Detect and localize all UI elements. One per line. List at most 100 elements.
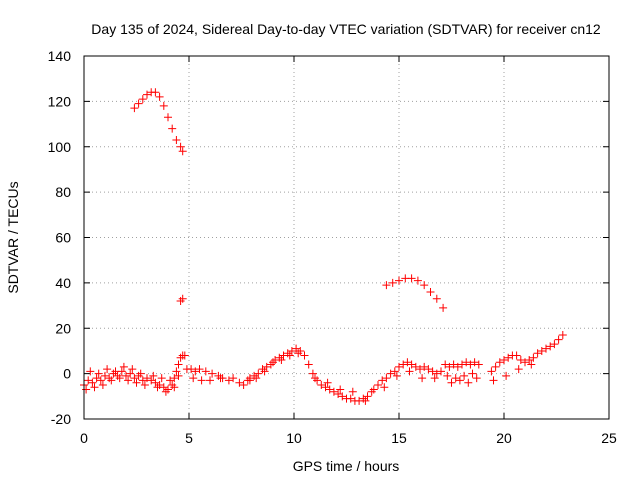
y-tick-label: 0 bbox=[63, 366, 71, 382]
data-point bbox=[128, 365, 137, 374]
x-tick-label: 5 bbox=[185, 430, 193, 446]
data-point bbox=[311, 374, 319, 383]
data-point bbox=[132, 378, 141, 387]
data-point bbox=[115, 374, 124, 383]
data-point bbox=[447, 378, 456, 387]
data-point bbox=[380, 383, 389, 392]
data-point bbox=[407, 274, 416, 283]
data-point bbox=[308, 369, 317, 378]
data-point bbox=[441, 360, 450, 369]
data-point bbox=[88, 378, 97, 387]
data-point bbox=[382, 281, 391, 290]
x-tick-label: 15 bbox=[391, 430, 407, 446]
data-point bbox=[266, 360, 275, 369]
data-point bbox=[82, 385, 91, 394]
data-point bbox=[413, 276, 422, 285]
data-point bbox=[103, 365, 112, 374]
data-point bbox=[550, 340, 559, 349]
data-point bbox=[369, 385, 378, 394]
data-point bbox=[176, 142, 185, 151]
data-point bbox=[346, 394, 355, 403]
data-point bbox=[348, 387, 357, 396]
data-point bbox=[439, 303, 448, 312]
data-point bbox=[134, 99, 143, 108]
data-point bbox=[155, 92, 164, 101]
data-point bbox=[168, 124, 177, 133]
data-point bbox=[525, 356, 534, 365]
data-point bbox=[229, 374, 238, 383]
data-point bbox=[462, 358, 471, 367]
y-tick-label: 100 bbox=[48, 139, 72, 155]
data-point bbox=[109, 369, 118, 378]
x-tick-label: 0 bbox=[80, 430, 88, 446]
data-point bbox=[554, 335, 563, 344]
data-point bbox=[363, 392, 372, 401]
data-point bbox=[283, 349, 292, 358]
plot-area bbox=[80, 88, 567, 405]
data-point bbox=[458, 360, 466, 369]
data-point bbox=[367, 387, 376, 396]
series-sparse-5-8h bbox=[182, 365, 254, 389]
data-point bbox=[201, 367, 210, 376]
data-point bbox=[521, 358, 529, 367]
series-band-17-19h bbox=[441, 358, 483, 387]
data-point bbox=[250, 371, 259, 380]
data-point bbox=[491, 362, 500, 371]
data-point bbox=[285, 351, 294, 360]
data-point bbox=[176, 297, 185, 306]
data-point bbox=[378, 376, 387, 385]
data-point bbox=[449, 360, 458, 369]
data-point bbox=[170, 383, 179, 392]
data-point bbox=[395, 276, 403, 285]
data-point bbox=[386, 369, 395, 378]
data-point bbox=[464, 378, 473, 387]
data-point bbox=[170, 374, 179, 383]
data-point bbox=[502, 371, 511, 380]
data-point bbox=[416, 365, 424, 374]
data-point bbox=[428, 367, 437, 376]
data-point bbox=[323, 378, 332, 387]
data-point bbox=[546, 342, 555, 351]
data-point bbox=[143, 374, 151, 383]
data-point bbox=[101, 371, 109, 380]
data-point bbox=[395, 362, 403, 371]
y-tick-label: 60 bbox=[55, 230, 71, 246]
data-point bbox=[96, 376, 105, 385]
y-tick-label: 40 bbox=[55, 275, 71, 291]
data-point bbox=[474, 360, 483, 369]
data-point bbox=[411, 362, 420, 371]
data-point bbox=[254, 369, 263, 378]
chart-title: Day 135 of 2024, Sidereal Day-to-day VTE… bbox=[91, 21, 601, 37]
series-cluster-0-3h bbox=[80, 362, 151, 394]
data-point bbox=[138, 95, 147, 104]
data-point bbox=[187, 365, 196, 374]
y-tick-label: 20 bbox=[55, 320, 71, 336]
data-point bbox=[258, 365, 267, 374]
data-point bbox=[321, 383, 330, 392]
data-point bbox=[166, 376, 175, 385]
data-point bbox=[296, 346, 305, 355]
data-point bbox=[84, 376, 93, 385]
data-point bbox=[134, 371, 143, 380]
data-point bbox=[361, 396, 370, 405]
data-point bbox=[500, 356, 508, 365]
x-tick-label: 25 bbox=[601, 430, 617, 446]
data-point bbox=[224, 376, 233, 385]
data-point bbox=[155, 380, 164, 389]
data-point bbox=[111, 367, 120, 376]
data-point bbox=[159, 101, 168, 110]
data-point bbox=[138, 376, 147, 385]
data-point bbox=[537, 346, 546, 355]
data-point bbox=[294, 349, 303, 358]
data-point bbox=[489, 376, 498, 385]
data-point bbox=[130, 374, 139, 383]
data-point bbox=[317, 380, 326, 389]
data-point bbox=[164, 113, 172, 122]
data-point bbox=[300, 351, 309, 360]
data-point bbox=[487, 367, 496, 376]
data-point bbox=[130, 104, 139, 113]
data-point bbox=[325, 385, 334, 394]
y-tick-label: 80 bbox=[55, 184, 71, 200]
plot-frame bbox=[83, 55, 610, 420]
